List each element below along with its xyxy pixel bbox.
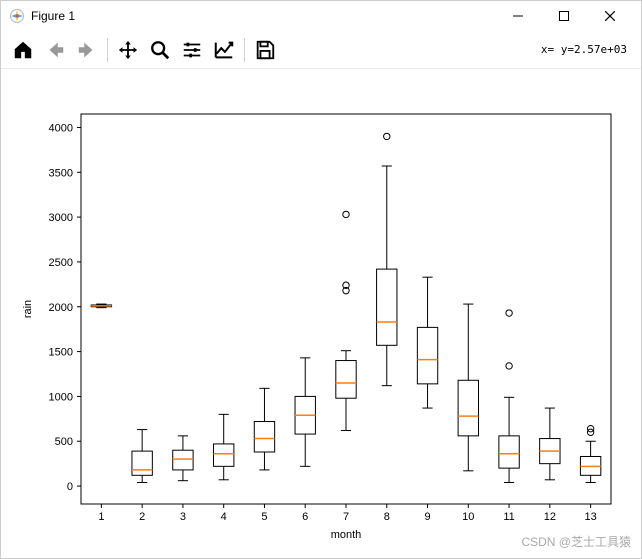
chart-line-icon [213,39,235,61]
back-button[interactable] [40,35,70,65]
svg-text:rain: rain [22,300,34,318]
svg-text:8: 8 [384,511,390,523]
app-icon [9,8,25,24]
home-button[interactable] [8,35,38,65]
search-icon [149,39,171,61]
titlebar: Figure 1 [1,1,641,31]
boxplot-chart: 0500100015002000250030003500400012345678… [1,69,641,558]
move-icon [117,39,139,61]
svg-text:2: 2 [139,511,145,523]
svg-text:11: 11 [503,511,514,523]
maximize-button[interactable] [541,1,587,31]
figure-window: Figure 1 [0,0,642,559]
home-icon [12,39,34,61]
pan-button[interactable] [113,35,143,65]
svg-text:13: 13 [584,511,596,523]
svg-text:5: 5 [261,511,267,523]
toolbar-separator [244,38,245,62]
svg-text:4000: 4000 [49,122,73,134]
svg-text:12: 12 [544,511,556,523]
toolbar-separator [107,38,108,62]
forward-button[interactable] [72,35,102,65]
svg-text:500: 500 [55,436,73,448]
zoom-button[interactable] [145,35,175,65]
svg-text:6: 6 [302,511,308,523]
svg-text:1000: 1000 [49,391,73,403]
edit-button[interactable] [209,35,239,65]
svg-text:9: 9 [424,511,430,523]
svg-text:7: 7 [343,511,349,523]
svg-text:1500: 1500 [49,347,73,359]
save-icon [254,39,276,61]
arrow-right-icon [76,39,98,61]
svg-text:0: 0 [67,481,73,493]
svg-text:3: 3 [180,511,186,523]
svg-text:2500: 2500 [49,257,73,269]
svg-text:4: 4 [221,511,227,523]
svg-text:10: 10 [462,511,474,523]
arrow-left-icon [44,39,66,61]
close-button[interactable] [587,1,633,31]
svg-text:1: 1 [98,511,104,523]
window-controls [495,1,633,31]
toolbar: x= y=2.57e+03 [1,31,641,69]
coord-readout: x= y=2.57e+03 [541,43,635,56]
window-title: Figure 1 [31,9,495,23]
svg-text:3500: 3500 [49,167,73,179]
plot-area: 0500100015002000250030003500400012345678… [1,69,641,558]
configure-button[interactable] [177,35,207,65]
minimize-button[interactable] [495,1,541,31]
svg-text:2000: 2000 [49,302,73,314]
sliders-icon [181,39,203,61]
svg-text:3000: 3000 [49,212,73,224]
save-button[interactable] [250,35,280,65]
svg-text:month: month [331,529,362,541]
